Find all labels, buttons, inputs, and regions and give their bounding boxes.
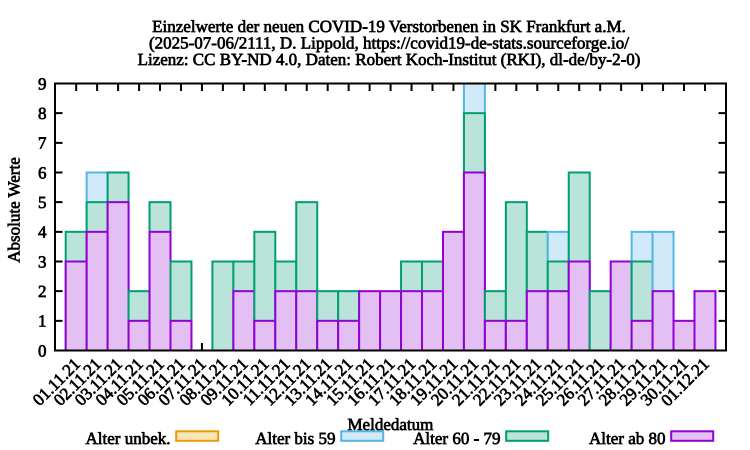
svg-text:5: 5 bbox=[38, 193, 47, 212]
svg-text:Alter unbek.: Alter unbek. bbox=[86, 429, 171, 448]
svg-text:6: 6 bbox=[38, 163, 47, 182]
svg-text:9: 9 bbox=[38, 74, 47, 93]
svg-text:Lizenz: CC BY-ND 4.0, Daten: R: Lizenz: CC BY-ND 4.0, Daten: Robert Koch… bbox=[138, 50, 641, 69]
svg-text:7: 7 bbox=[38, 134, 47, 153]
svg-text:Alter ab 80: Alter ab 80 bbox=[589, 429, 665, 448]
svg-text:0: 0 bbox=[38, 341, 47, 360]
svg-text:3: 3 bbox=[38, 252, 47, 271]
svg-text:Alter bis 59: Alter bis 59 bbox=[255, 429, 335, 448]
svg-text:1: 1 bbox=[38, 312, 47, 331]
svg-text:Alter 60 - 79: Alter 60 - 79 bbox=[413, 429, 500, 448]
svg-text:Einzelwerte der neuen COVID-19: Einzelwerte der neuen COVID-19 Verstorbe… bbox=[152, 17, 626, 36]
svg-text:(2025-07-06/2111, D. Lippold,: (2025-07-06/2111, D. Lippold, https://co… bbox=[149, 34, 629, 53]
svg-text:8: 8 bbox=[38, 104, 47, 123]
svg-text:2: 2 bbox=[38, 282, 47, 301]
svg-text:4: 4 bbox=[38, 223, 47, 242]
svg-text:Meldedatum: Meldedatum bbox=[347, 415, 433, 434]
svg-text:Absolute Werte: Absolute Werte bbox=[5, 157, 24, 263]
